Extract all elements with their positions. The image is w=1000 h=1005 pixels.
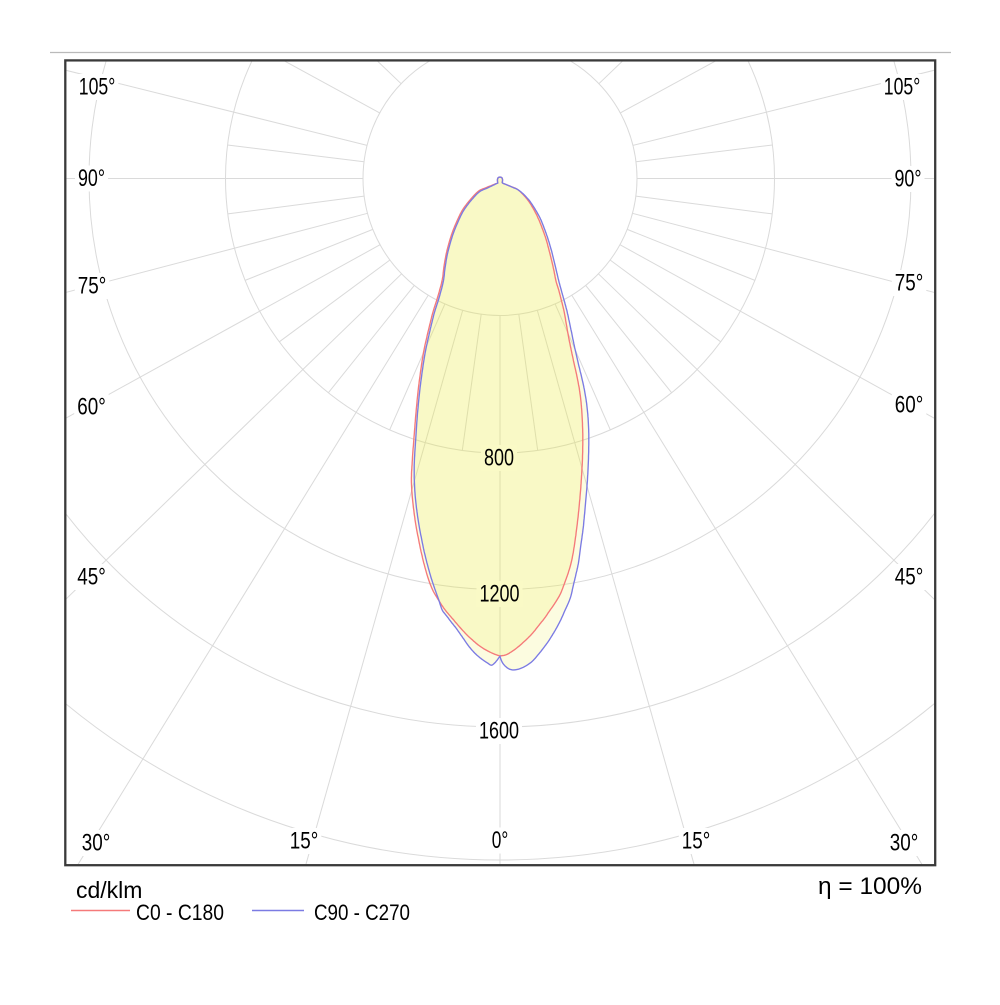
svg-text:η = 100%: η = 100% [818,873,922,900]
svg-text:75°: 75° [895,270,924,297]
svg-text:105°: 105° [79,74,116,101]
svg-text:45°: 45° [895,564,924,591]
svg-text:30°: 30° [890,830,919,857]
svg-text:75°: 75° [78,273,107,300]
svg-text:30°: 30° [82,830,111,857]
svg-text:0°: 0° [492,827,509,854]
svg-text:cd/klm: cd/klm [76,877,142,903]
svg-text:105°: 105° [884,74,921,101]
svg-text:1600: 1600 [479,718,519,745]
svg-text:90°: 90° [78,165,105,192]
svg-text:60°: 60° [77,394,106,421]
svg-text:60°: 60° [895,392,924,419]
svg-text:15°: 15° [682,828,711,855]
svg-text:C0 - C180: C0 - C180 [136,900,224,925]
svg-text:90°: 90° [895,166,922,193]
svg-text:C90 - C270: C90 - C270 [314,900,410,925]
svg-text:15°: 15° [290,828,319,855]
svg-text:1200: 1200 [480,581,520,608]
svg-text:800: 800 [484,445,514,472]
svg-text:45°: 45° [77,564,106,591]
